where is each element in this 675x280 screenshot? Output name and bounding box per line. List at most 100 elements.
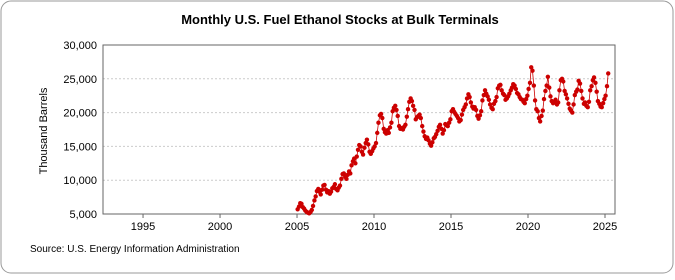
data-point — [602, 96, 607, 102]
plot-frame — [102, 44, 616, 215]
data-point — [312, 198, 317, 203]
data-point — [537, 119, 543, 124]
data-point — [410, 103, 416, 109]
data-point — [480, 98, 485, 103]
data-point — [473, 107, 479, 113]
data-point — [499, 88, 504, 93]
y-tick-label: 20,000 — [63, 108, 97, 120]
data-point — [588, 88, 593, 93]
data-point — [366, 142, 371, 147]
data-point — [577, 81, 583, 86]
data-point — [404, 114, 410, 119]
data-point — [420, 123, 425, 129]
data-point — [530, 68, 535, 73]
data-point — [468, 100, 474, 105]
data-point — [381, 126, 386, 132]
data-point — [375, 130, 380, 136]
data-point — [555, 100, 561, 105]
x-tick-label: 1995 — [131, 221, 155, 233]
data-point — [310, 203, 316, 209]
data-point — [440, 131, 445, 136]
data-point — [490, 107, 495, 112]
data-point — [493, 98, 498, 104]
data-point — [344, 176, 349, 182]
data-point — [393, 103, 398, 109]
x-tick-label: 2020 — [516, 221, 540, 233]
data-point — [485, 94, 490, 99]
data-point — [421, 129, 426, 134]
data-point — [376, 120, 381, 125]
data-point — [417, 112, 422, 117]
data-point — [563, 92, 569, 97]
data-point — [604, 84, 610, 89]
data-point — [585, 104, 590, 110]
data-point — [548, 94, 553, 99]
data-point — [435, 128, 440, 134]
data-point — [541, 96, 547, 102]
data-point — [487, 102, 493, 107]
data-point — [412, 107, 417, 113]
chart-border — [0, 0, 674, 274]
data-point — [566, 101, 571, 107]
data-point — [498, 82, 503, 88]
x-tick-label: 2000 — [208, 221, 232, 233]
data-point — [606, 71, 611, 76]
x-tick-label: 2005 — [285, 221, 309, 233]
data-point — [394, 107, 399, 113]
data-point — [428, 143, 434, 148]
data-point — [355, 147, 361, 152]
data-point — [502, 92, 507, 98]
data-point — [390, 109, 395, 114]
y-tick-label: 25,000 — [63, 74, 97, 86]
data-point — [386, 130, 391, 136]
data-point — [575, 87, 580, 92]
data-point — [437, 122, 443, 127]
data-point — [512, 83, 517, 88]
data-point — [467, 94, 472, 100]
data-point — [535, 109, 540, 114]
data-point — [562, 88, 567, 94]
data-point — [362, 145, 367, 150]
data-point — [354, 154, 359, 159]
data-point — [349, 163, 354, 168]
data-point — [403, 122, 408, 127]
data-point — [434, 132, 439, 137]
data-point — [463, 102, 468, 107]
y-tick-label: 10,000 — [63, 175, 97, 187]
data-point — [299, 201, 304, 207]
data-point — [332, 182, 338, 187]
y-axis-label: Thousand Barrels — [38, 87, 50, 174]
x-tick-label: 2010 — [362, 221, 386, 233]
chart-title: Monthly U.S. Fuel Ethanol Stocks at Bulk… — [181, 12, 499, 27]
data-point — [527, 80, 533, 86]
y-tick-label: 15,000 — [63, 141, 97, 153]
data-point — [553, 97, 558, 102]
data-point — [570, 110, 575, 115]
data-point — [360, 152, 366, 157]
data-point — [572, 92, 578, 98]
data-point — [418, 115, 424, 121]
data-point — [579, 88, 584, 94]
data-point — [591, 75, 597, 80]
data-point — [441, 127, 447, 133]
data-point — [482, 88, 488, 93]
data-point — [372, 144, 377, 149]
data-point — [389, 120, 394, 125]
data-point — [373, 140, 379, 146]
data-point — [337, 183, 343, 188]
data-point — [409, 98, 415, 104]
data-point — [557, 88, 562, 93]
data-point — [313, 194, 318, 199]
data-point — [494, 94, 499, 100]
data-point — [380, 115, 385, 121]
data-point — [426, 138, 431, 143]
data-point — [571, 102, 576, 107]
data-point — [561, 79, 566, 84]
data-point — [545, 74, 551, 79]
data-point — [589, 84, 594, 89]
data-point — [328, 189, 334, 194]
data-point — [445, 123, 450, 129]
data-point — [486, 97, 492, 102]
data-point — [525, 93, 530, 98]
data-point — [478, 109, 484, 114]
